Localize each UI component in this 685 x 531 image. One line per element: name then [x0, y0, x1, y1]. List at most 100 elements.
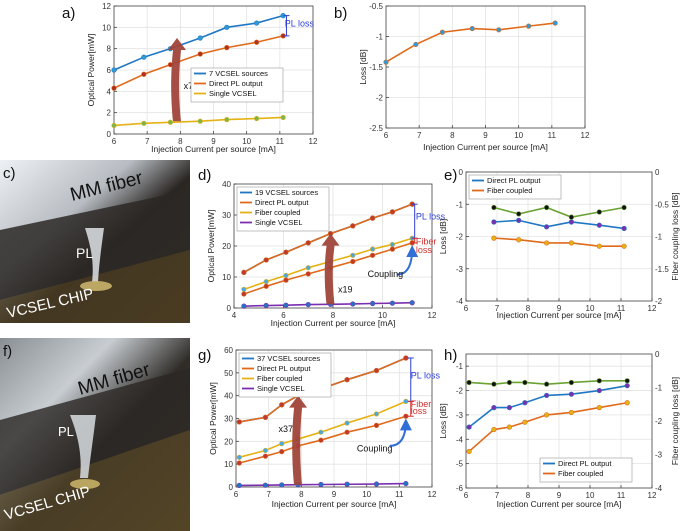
x-axis-label: Injection Current per source [mA] — [497, 499, 622, 509]
data-point — [491, 381, 497, 387]
data-point — [621, 225, 627, 232]
data-point — [236, 454, 242, 460]
data-point — [373, 422, 380, 428]
legend-label: Fiber coupled — [255, 208, 300, 217]
data-point — [318, 437, 324, 443]
y-right-tick-label: -0.5 — [655, 200, 669, 209]
data-point — [491, 405, 497, 411]
panel-letter-h: h) — [444, 347, 457, 364]
y-tick-label: 40 — [222, 180, 231, 189]
data-point — [236, 460, 242, 466]
x-tick-label: 12 — [428, 490, 437, 499]
data-point — [596, 209, 602, 215]
data-point — [409, 300, 415, 306]
data-point — [383, 59, 389, 65]
data-point — [491, 204, 497, 211]
data-point — [224, 24, 230, 30]
data-point — [241, 303, 247, 309]
y-tick-label: 40 — [224, 392, 233, 401]
y-right-tick-label: -1 — [655, 384, 663, 393]
chart-h: h) 6 7 8 9 10 11 12 -6 -5 -4 -3 -2 -1 -4 -3 -2 -1 0 Injecti… — [438, 347, 680, 509]
x-tick-label: 4 — [232, 311, 237, 320]
x-tick-label: 10 — [378, 311, 387, 320]
data-point — [350, 223, 356, 229]
data-point — [621, 243, 627, 249]
y-tick-label: -3 — [456, 265, 464, 274]
y-right-tick-label: -1.5 — [655, 265, 669, 274]
data-point — [263, 257, 269, 263]
annotation: x19 — [338, 285, 353, 295]
panel-letter-e: e) — [444, 167, 457, 184]
panel-letter-d: d) — [198, 167, 211, 184]
y-tick-label: -6 — [456, 484, 464, 493]
data-point — [403, 355, 409, 361]
data-point — [279, 482, 285, 488]
legend-label: Single VCSEL — [209, 89, 257, 98]
data-point — [403, 413, 409, 419]
data-point — [370, 215, 376, 221]
annotation: PL loss — [411, 371, 441, 381]
data-point — [254, 39, 260, 45]
annotation: Coupling — [357, 444, 393, 454]
data-point — [111, 85, 117, 91]
x-tick-label: 9 — [557, 304, 562, 313]
chart-e: e) 6 7 8 9 10 11 12 -4 -3 -2 -1 0 -2 -1.5 -1 -0.5 0 Inject… — [438, 167, 680, 320]
x-tick-label: 8 — [331, 311, 336, 320]
x-tick-label: 12 — [428, 311, 437, 320]
y-tick-label: 6 — [107, 66, 112, 75]
y-tick-label: 0 — [459, 168, 464, 177]
x-axis-label: Injection Current per source [mA] — [272, 499, 397, 509]
data-point — [283, 302, 289, 308]
y-tick-label: 8 — [107, 45, 112, 54]
legend-box — [238, 352, 332, 398]
data-point — [389, 209, 396, 215]
data-point — [516, 211, 522, 217]
x-tick-label: 9 — [332, 490, 337, 499]
data-point — [624, 383, 630, 389]
y-tick-label: 10 — [102, 23, 111, 32]
y-right-tick-label: -3 — [655, 451, 663, 460]
y-right-tick-label: 0 — [655, 168, 660, 177]
y-tick-label: 4 — [107, 87, 112, 96]
x-axis-label: Injection Current per source [mA] — [151, 144, 276, 154]
y-tick-label: 20 — [224, 437, 233, 446]
data-point — [624, 378, 630, 384]
y-tick-label: -2.5 — [369, 124, 383, 133]
x-axis-label: Injection Current per source [mA] — [423, 142, 548, 152]
y-tick-label: 10 — [224, 460, 233, 469]
data-point — [522, 400, 528, 406]
data-point — [224, 116, 230, 123]
x-tick-label: 6 — [112, 137, 117, 146]
x-tick-label: 7 — [417, 131, 422, 140]
x-tick-label: 12 — [648, 304, 657, 313]
data-point — [263, 279, 269, 285]
data-point — [344, 377, 350, 383]
data-point — [262, 453, 269, 459]
annotation: Fiber — [416, 236, 437, 246]
data-point — [279, 402, 285, 408]
photo-c-pl-label: PL — [76, 245, 93, 261]
chart-a: a) 6 7 8 9 10 11 12 0 2 4 6 8 10 12 Injection Current p… — [62, 2, 318, 154]
legend-label: Fiber coupled — [487, 186, 532, 195]
data-point — [280, 114, 286, 121]
data-point — [141, 71, 147, 77]
x-axis-label: Injection Current per source [mA] — [271, 318, 396, 328]
y-right-axis-label: Fiber coupling loss [dB] — [670, 192, 680, 280]
x-tick-label: 8 — [526, 491, 531, 500]
data-point — [236, 482, 242, 489]
data-point — [568, 379, 575, 386]
data-point — [241, 286, 247, 293]
data-point — [373, 411, 380, 417]
legend-label: Single VCSEL — [257, 384, 305, 393]
data-point — [254, 20, 260, 26]
y-tick-label: 30 — [222, 211, 231, 220]
data-point — [141, 54, 147, 60]
data-point — [516, 217, 522, 223]
series-line-2 — [493, 206, 625, 218]
data-point — [596, 378, 602, 384]
legend-box — [539, 457, 633, 483]
data-point — [526, 23, 532, 29]
